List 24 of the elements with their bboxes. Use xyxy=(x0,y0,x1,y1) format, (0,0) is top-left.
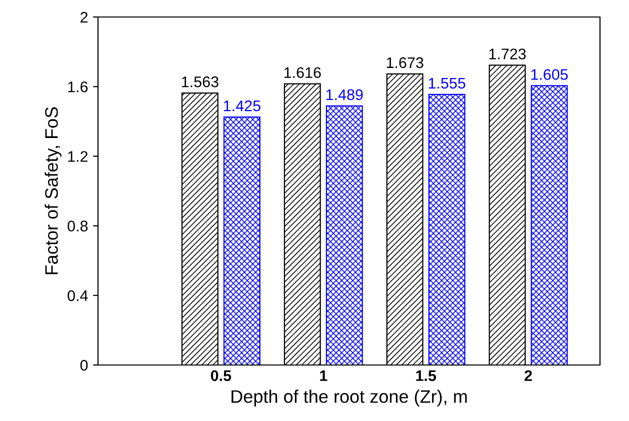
bar xyxy=(530,85,568,365)
y-axis-title: Factor of Safety, FoS xyxy=(44,107,62,274)
x-tick-label: 1 xyxy=(320,370,328,381)
data-label: 1.489 xyxy=(326,89,363,100)
data-label: 1.425 xyxy=(224,100,260,112)
x-tick-label: 1.5 xyxy=(416,370,436,382)
y-tick-label: 1.6 xyxy=(68,81,88,92)
bar xyxy=(428,94,466,365)
x-tick-label: 0.5 xyxy=(210,370,232,382)
data-label: 1.605 xyxy=(531,69,568,80)
data-label: 1.616 xyxy=(284,67,321,78)
y-tick-label: 2 xyxy=(80,12,88,23)
bar xyxy=(223,116,260,365)
x-axis-title: Depth of the root zone (Zr), m xyxy=(232,390,467,406)
data-label: 1.555 xyxy=(428,78,466,89)
y-tick-label: 0.8 xyxy=(68,220,88,232)
bar xyxy=(326,105,363,365)
data-label: 1.723 xyxy=(489,48,526,60)
x-tick-label: 2 xyxy=(524,370,532,381)
data-label: 1.563 xyxy=(182,76,218,88)
y-tick-label: 0.4 xyxy=(68,290,88,302)
data-label: 1.673 xyxy=(386,57,424,68)
y-tick-label: 0 xyxy=(80,360,88,371)
y-tick-label: 1.2 xyxy=(68,151,88,162)
